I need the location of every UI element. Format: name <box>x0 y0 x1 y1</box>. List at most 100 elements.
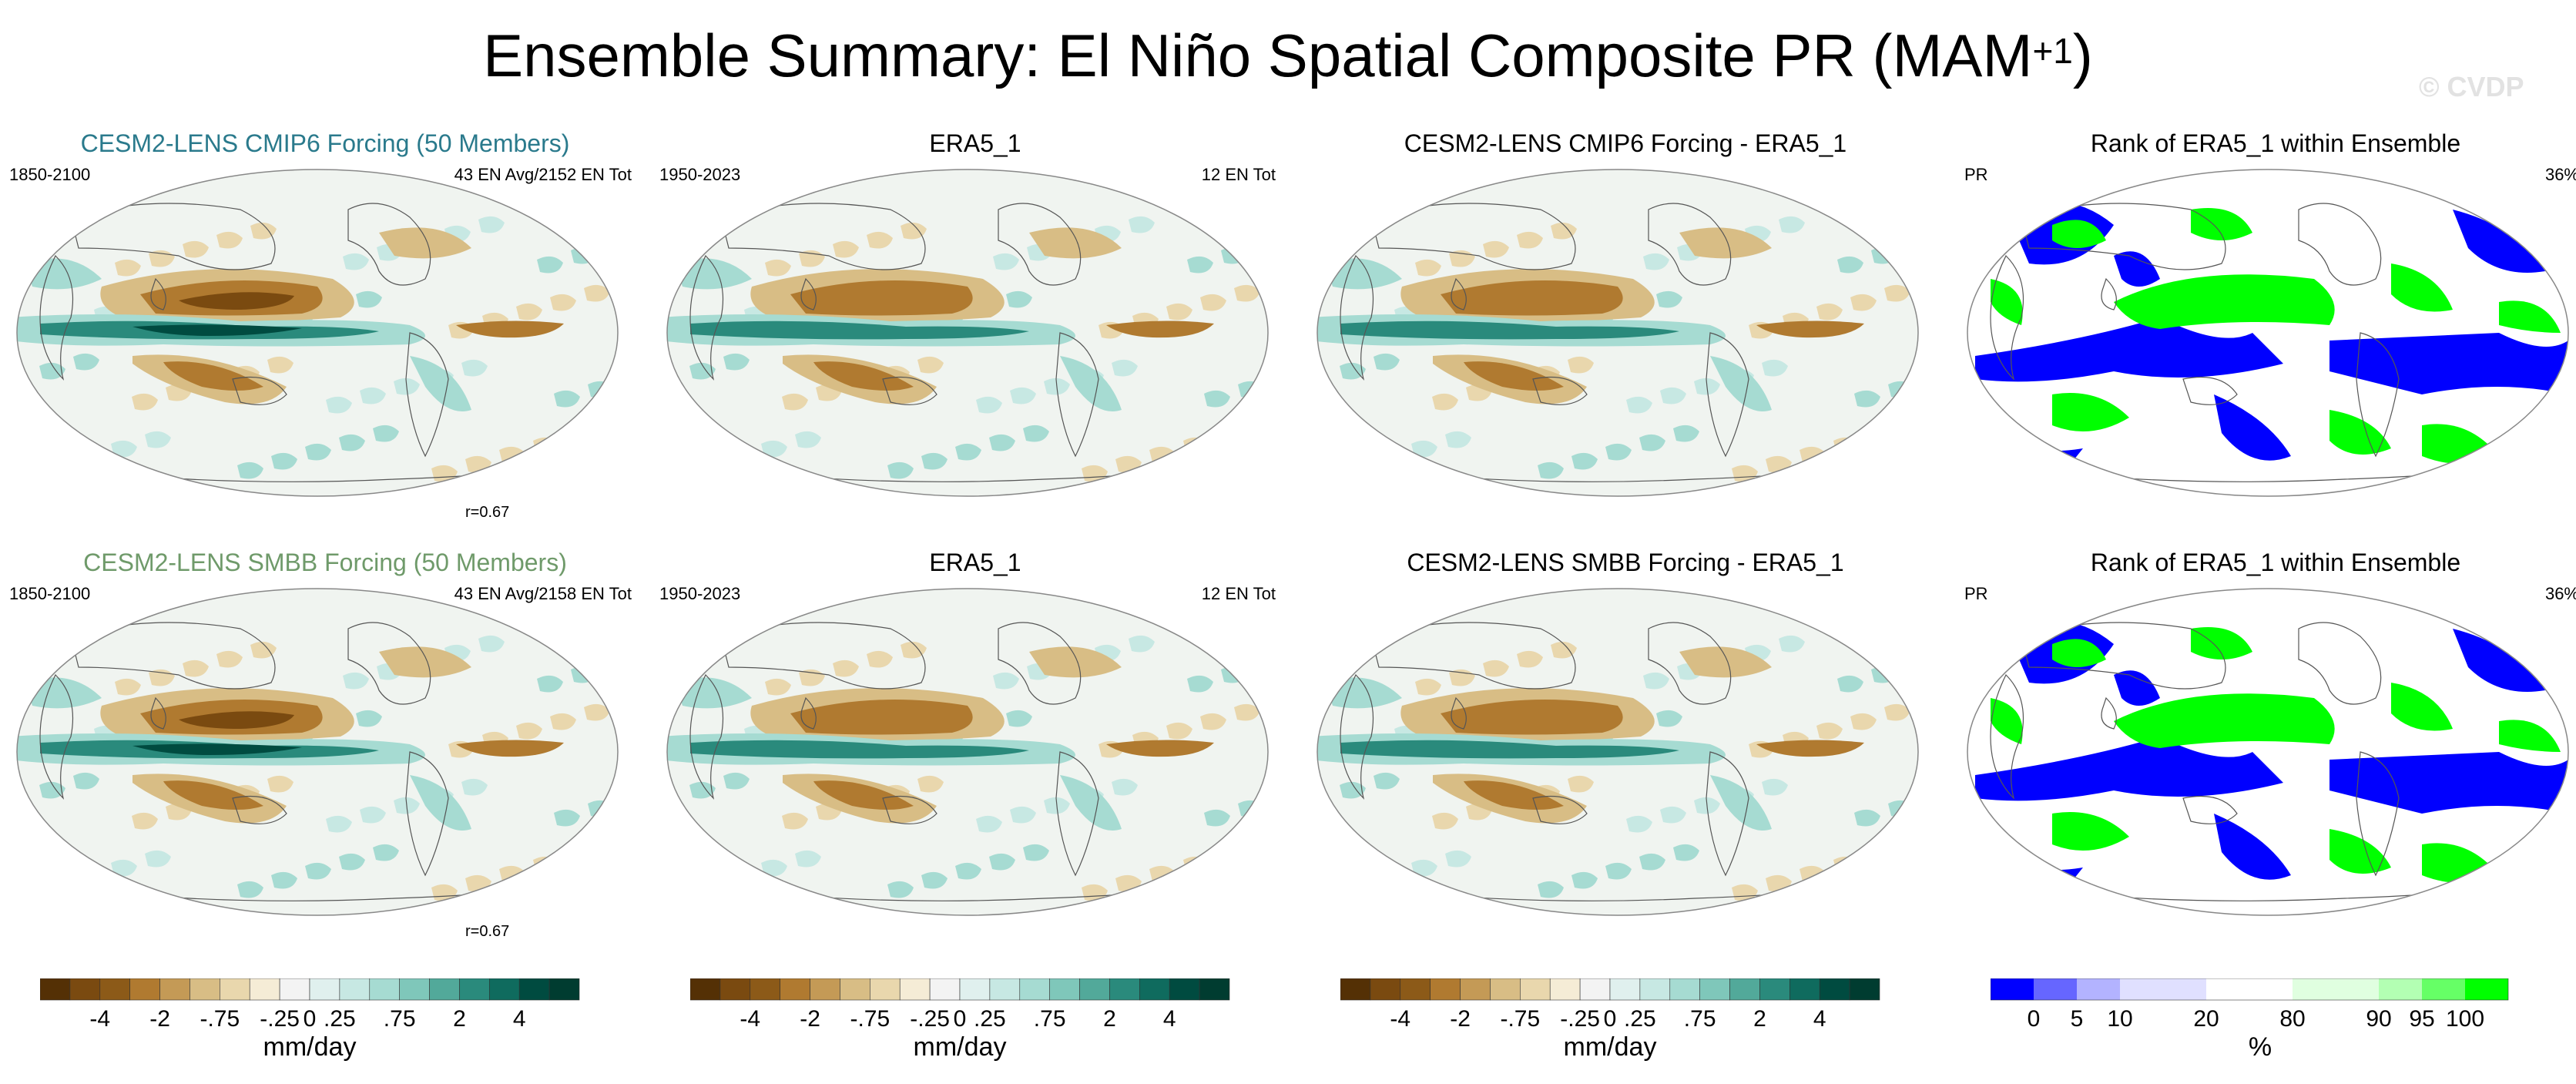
coastline <box>998 622 1082 705</box>
anomaly-speckle <box>1217 428 1243 445</box>
panel-variable: PR <box>1964 165 1988 184</box>
panel-percent: 36% <box>2544 584 2576 603</box>
anomaly-speckle <box>1922 791 1926 808</box>
anomaly-speckle <box>237 881 263 898</box>
colorbar-tick-label: 0 <box>954 1006 967 1032</box>
anomaly-speckle <box>478 216 505 233</box>
colorbar-swatch <box>2034 978 2077 1000</box>
anomaly-speckle <box>1568 356 1594 374</box>
coastline <box>405 751 449 877</box>
dry-band-south-core <box>813 361 914 391</box>
colorbar-swatch <box>1759 978 1790 1001</box>
anomaly-speckle <box>1234 284 1260 302</box>
anomaly-speckle <box>917 775 944 793</box>
colorbar-tick-label: -.25 <box>1560 1006 1600 1032</box>
colorbar-tick-label: 100 <box>2446 1006 2484 1032</box>
panel-title: CESM2-LENS SMBB Forcing - ERA5_1 <box>1407 549 1844 576</box>
coastline <box>1370 203 1576 270</box>
wet-band-peak <box>132 324 302 336</box>
anomaly-speckle <box>673 647 699 665</box>
wet-south-america <box>410 775 471 831</box>
colorbar-tick-label: -.75 <box>200 1006 240 1032</box>
anomaly-speckle <box>571 247 597 264</box>
colorbar-swatch <box>309 978 340 1001</box>
colorbar-swatch <box>99 978 130 1001</box>
anomaly-speckle <box>1643 672 1669 690</box>
anomaly-speckle <box>976 815 1002 833</box>
rank-high-region <box>2114 693 2335 748</box>
anomaly-speckle <box>1660 387 1686 404</box>
panel-title: CESM2-LENS CMIP6 Forcing (50 Members) <box>80 129 570 157</box>
anomaly-speckle <box>1374 353 1400 371</box>
colorbar-tick-label: .75 <box>1684 1006 1716 1032</box>
map-border <box>1317 169 1919 497</box>
rank-high-region <box>1991 698 2023 744</box>
wet-south-america <box>1710 356 1772 411</box>
dry-band-north-core <box>1441 700 1623 735</box>
anomaly-speckle <box>1129 635 1155 653</box>
anomaly-speckle <box>901 222 927 240</box>
colorbar-swatch <box>899 978 931 1001</box>
colorbar-swatch <box>1819 978 1850 1001</box>
anomaly-speckle <box>17 609 35 627</box>
rank-high-region <box>2499 720 2561 752</box>
anomaly-speckle <box>339 434 365 451</box>
coastline <box>689 254 723 381</box>
rank-high-region <box>2391 683 2453 731</box>
colorbar-swatch <box>429 978 460 1001</box>
coastline <box>1706 751 1749 877</box>
anomaly-speckle <box>795 850 821 868</box>
anomaly-speckle <box>1200 713 1226 730</box>
colorbar-swatch <box>249 978 280 1001</box>
anomaly-speckle <box>77 868 103 886</box>
wet-south-america <box>1060 775 1122 831</box>
panel-period: 1850-2100 <box>9 584 91 603</box>
panel-smbb-model: CESM2-LENS SMBB Forcing (50 Members) 185… <box>9 549 641 949</box>
dry-north-america <box>1029 646 1122 678</box>
anomaly-speckle <box>667 609 686 627</box>
map-border <box>1967 588 2569 916</box>
anomaly-speckle <box>1639 434 1665 451</box>
coastline <box>2356 751 2400 877</box>
anomaly-speckle <box>989 434 1015 451</box>
colorbar-swatch <box>2465 978 2508 1000</box>
colorbar-swatch <box>1549 978 1581 1001</box>
rank-high-region <box>2052 812 2129 851</box>
colorbar-tick-label: -4 <box>89 1006 110 1032</box>
anomaly-speckle <box>1221 666 1247 683</box>
anomaly-speckle <box>1884 703 1910 721</box>
anomaly-speckle <box>1888 381 1914 398</box>
anomaly-speckle <box>1374 772 1400 790</box>
coastline <box>800 277 817 310</box>
anomaly-speckle <box>1023 425 1049 442</box>
anomaly-speckle <box>761 859 787 877</box>
anomaly-speckle <box>782 393 808 411</box>
anomaly-speckle <box>584 284 610 302</box>
wet-band-core <box>1340 321 1679 340</box>
colorbar-swatch <box>1991 978 2034 1000</box>
colorbar-tick-label: 2 <box>1103 1006 1116 1032</box>
anomaly-speckle <box>622 372 626 389</box>
anomaly-speckle <box>1343 458 1370 476</box>
anomaly-speckle <box>1762 778 1788 796</box>
anomaly-speckle <box>237 461 263 479</box>
coastline <box>1451 696 1467 730</box>
anomaly-speckle <box>567 428 593 445</box>
anomaly-speckle <box>1112 778 1138 796</box>
anomaly-speckle <box>1340 781 1366 799</box>
dry-north-america <box>1029 227 1122 259</box>
anomaly-speckle <box>955 443 981 461</box>
dry-atlantic <box>456 740 564 757</box>
anomaly-speckle <box>1571 452 1598 470</box>
anomaly-speckle <box>115 678 141 696</box>
coastline <box>70 622 276 690</box>
anomaly-speckle <box>667 190 686 208</box>
rank-low-region <box>2453 210 2545 273</box>
map-border <box>666 588 1269 916</box>
rank-low-region <box>2329 333 2568 394</box>
colorbar-swatch <box>929 978 961 1001</box>
colorbar-tick-label: -2 <box>800 1006 820 1032</box>
dry-north-america <box>1679 227 1772 259</box>
anomaly-speckle <box>1639 853 1665 871</box>
anomaly-speckle <box>693 878 719 895</box>
